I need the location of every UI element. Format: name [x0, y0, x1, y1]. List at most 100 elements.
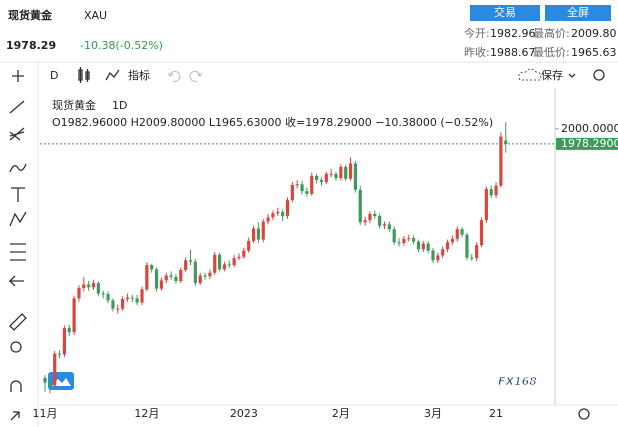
candle-body [305, 191, 309, 194]
candle-body [339, 166, 343, 178]
lock-tool[interactable] [10, 411, 20, 421]
candle-body [184, 260, 188, 270]
text-tool[interactable] [11, 187, 25, 202]
stats: 今开: 1982.96 最高价: 2009.80 昨收: 1988.67 最低价… [464, 26, 617, 59]
trade-label[interactable]: 交易 [494, 5, 516, 19]
symbol: XAU [84, 9, 107, 22]
stat-label: 最低价: [533, 46, 570, 59]
candle-body [416, 241, 421, 250]
stat-value: 1982.96 [490, 27, 536, 40]
candle-body [218, 254, 222, 270]
indicator-icon[interactable] [105, 69, 120, 81]
logo-icon[interactable] [48, 372, 74, 390]
candle-icon[interactable] [78, 67, 90, 83]
candle-body [116, 308, 120, 310]
x-tick-label: 11月 [33, 407, 58, 420]
x-tick-label: 2月 [332, 407, 350, 420]
candle-body [285, 200, 290, 217]
candle-body [363, 220, 367, 223]
candle-body [140, 289, 144, 303]
candle-body [179, 269, 183, 282]
line-tool[interactable] [9, 100, 25, 114]
candle-body [266, 217, 270, 222]
candle-body [315, 175, 319, 181]
candle-body [368, 213, 372, 221]
stat-label: 最高价: [533, 26, 570, 40]
cloud-icon[interactable] [518, 68, 541, 81]
candle-body [329, 173, 333, 175]
candle-body [48, 382, 52, 386]
fullscreen-button[interactable] [545, 5, 611, 21]
indicator-button[interactable]: 指标 [128, 68, 150, 82]
settings-icon[interactable] [593, 69, 605, 81]
candle-body [358, 189, 362, 223]
candle-body [125, 297, 130, 300]
candle-body [251, 228, 256, 241]
zoom-tool[interactable] [10, 341, 22, 353]
candle-body [300, 184, 304, 192]
save-button[interactable]: 保存 [541, 68, 563, 82]
candle-body [426, 243, 430, 251]
candle-body [397, 242, 401, 244]
stat-label: 今开: [464, 26, 490, 40]
candle-body [106, 294, 110, 301]
candle-body [382, 224, 387, 226]
candle-body [484, 189, 488, 221]
fib-tool[interactable] [9, 127, 25, 141]
candle-body [475, 245, 479, 259]
candle-body [91, 283, 96, 288]
candle-body [208, 272, 212, 277]
candle-body [237, 256, 241, 259]
y-tick-label: 2000.00000 [561, 122, 618, 135]
stat-value: 1965.63 [571, 46, 617, 59]
back-tool[interactable] [8, 275, 24, 287]
candle-body [324, 173, 328, 183]
magnet-tool[interactable] [10, 380, 22, 392]
candle-body [62, 328, 66, 355]
candle-body [271, 213, 275, 218]
candle-body [402, 238, 406, 244]
candle-body [82, 284, 86, 288]
undo[interactable] [167, 70, 181, 82]
candle-body [150, 265, 154, 270]
candle-body [479, 220, 484, 246]
candle-body [232, 258, 236, 266]
candle-body [121, 299, 125, 309]
fullscreen-label[interactable]: 全屏 [567, 5, 589, 19]
crosshair-tool[interactable] [12, 70, 24, 82]
save-menu[interactable] [568, 73, 576, 78]
stat-value: 2009.80 [571, 27, 617, 40]
candle-body [256, 228, 260, 240]
candle-body [193, 261, 197, 284]
price: 1978.29 [6, 39, 56, 52]
watermark: FX168 [498, 375, 537, 388]
interval-button[interactable]: D [50, 69, 58, 82]
candle-body [213, 254, 217, 273]
candle-body [344, 166, 348, 179]
candle-body [87, 284, 91, 288]
candle-body [499, 136, 503, 186]
candle-body [460, 229, 464, 235]
redo[interactable] [189, 70, 203, 82]
candle-body [72, 298, 76, 333]
candle-body [489, 189, 493, 196]
measure-tool[interactable] [10, 243, 26, 261]
legend-ohlc: O1982.96000 H2009.80000 L1965.63000 收=19… [52, 115, 493, 129]
stat-value: 1988.67 [490, 46, 536, 59]
candle-body [504, 140, 508, 144]
x-tick-label: 21 [489, 407, 503, 420]
brush-tool[interactable] [9, 163, 27, 173]
pattern-tool[interactable] [9, 211, 27, 227]
trade-button[interactable] [470, 5, 540, 21]
candle-body [445, 242, 450, 250]
candle-body [407, 238, 411, 240]
logo-shape [52, 378, 71, 386]
candle-body [247, 240, 251, 251]
candle-body [276, 211, 280, 214]
candle-body [387, 224, 391, 230]
ruler-tool[interactable] [9, 313, 27, 331]
candle-body [188, 260, 193, 262]
candle-body [421, 243, 425, 250]
title: 现货黄金 [8, 8, 53, 22]
timezone-icon[interactable] [578, 408, 590, 420]
